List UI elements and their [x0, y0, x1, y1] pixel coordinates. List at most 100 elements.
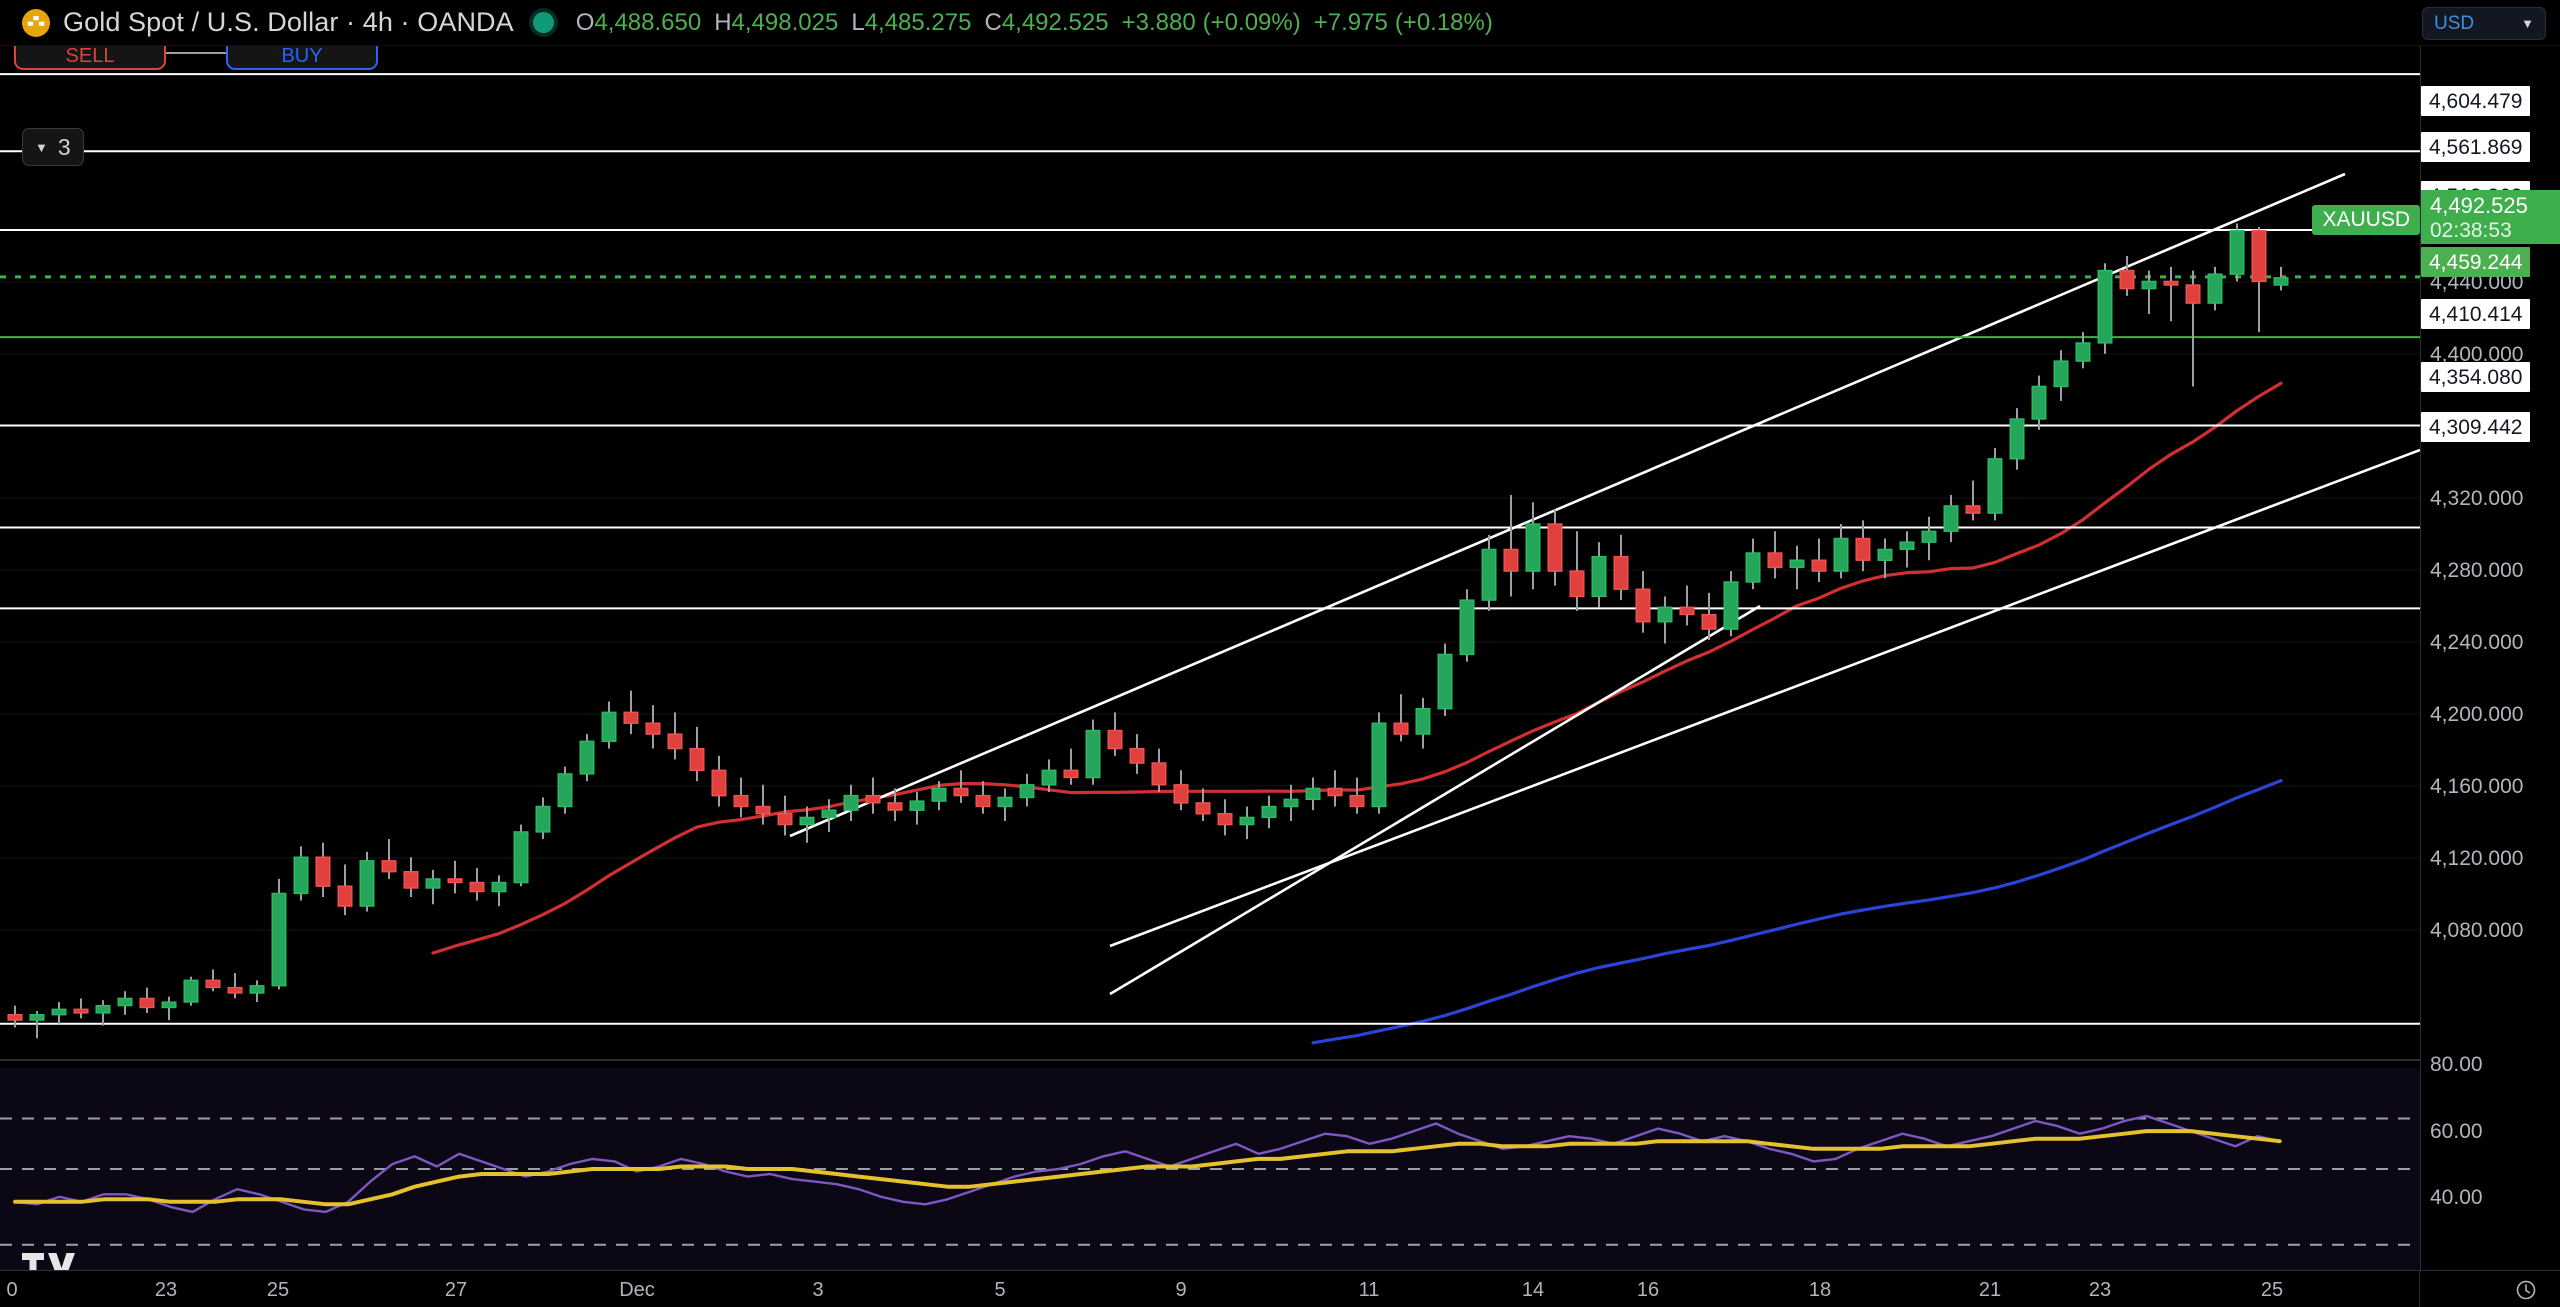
last-price-value: 4,492.525	[2430, 193, 2528, 219]
candle-body	[799, 816, 815, 826]
candle-body	[1327, 787, 1343, 797]
time-axis-tick: 21	[1978, 1279, 2002, 1301]
ohlc-values: O4,488.650 H4,498.025 L4,485.275 C4,492.525…	[576, 9, 1493, 37]
price-axis[interactable]: 4,440.0004,400.0004,360.0004,320.0004,28…	[2420, 46, 2560, 1270]
candle-body	[997, 796, 1013, 808]
currency-select-label: USD	[2434, 12, 2475, 34]
candle-body	[1107, 729, 1123, 750]
candle-body	[491, 881, 507, 893]
ohlc-change-secondary-percent: (+0.18%)	[1394, 8, 1493, 36]
candle-body	[1591, 555, 1607, 598]
candle-body	[1987, 458, 2003, 514]
time-axis[interactable]: 0 23 25 27 Dec 3 5 9 11 14 16 18 21 23 25	[0, 1270, 2560, 1307]
candle-body	[623, 711, 639, 724]
candle-body	[1525, 523, 1541, 572]
trendline-lower-channel[interactable]	[1109, 448, 2420, 948]
candle-body	[1481, 548, 1497, 601]
rsi-axis-tick: 80.00	[2430, 1053, 2483, 1076]
order-quantity-selector[interactable]: ▼ 3	[22, 128, 84, 166]
candle-body	[469, 881, 485, 893]
candle-body	[2119, 269, 2135, 290]
candle-body	[1239, 816, 1255, 826]
last-price-badge[interactable]: 4,492.525 02:38:53	[2421, 190, 2560, 244]
ohlc-open-value: 4,488.650	[594, 8, 702, 36]
time-axis-tick: 23	[154, 1279, 178, 1301]
candle-body	[2185, 284, 2201, 304]
candle-body	[557, 773, 573, 808]
ohlc-high-value: 4,498.025	[731, 8, 839, 36]
candle-body	[1635, 588, 1651, 623]
symbol-tag-badge[interactable]: XAUUSD	[2312, 205, 2420, 235]
tradingview-logo	[22, 1251, 76, 1270]
candle-body	[2053, 360, 2069, 388]
gold-bars-icon	[22, 8, 50, 37]
price-axis-tick: 4,080.000	[2430, 919, 2524, 942]
ma-fast-line	[431, 381, 2283, 955]
candle-body	[579, 740, 595, 775]
ohlc-change-secondary: +7.975	[1313, 8, 1388, 36]
spread-connector-line	[166, 51, 226, 54]
order-quantity-value: 3	[57, 133, 71, 160]
price-axis-level-pill[interactable]: 4,604.479	[2421, 86, 2531, 116]
candle-body	[1965, 505, 1981, 514]
candle-body	[1943, 505, 1959, 532]
chart-header-toolbar: Gold Spot / U.S. Dollar · 4h · OANDA O4,…	[0, 0, 2560, 46]
candle-body	[601, 711, 617, 742]
currency-select[interactable]: USD ▼	[2422, 7, 2546, 40]
candle-body	[755, 805, 771, 815]
candle-body	[1415, 708, 1431, 735]
candle-body	[1063, 769, 1079, 779]
price-axis-tick: 4,240.000	[2430, 631, 2524, 654]
candle-body	[29, 1014, 45, 1021]
candle-body	[975, 794, 991, 808]
candle-body	[843, 794, 859, 811]
candle-body	[1503, 548, 1519, 572]
candle-body	[1393, 722, 1409, 735]
candle-body	[1613, 555, 1629, 590]
candle-body	[2141, 280, 2157, 290]
bar-countdown: 02:38:53	[2430, 219, 2512, 243]
candle-body	[139, 997, 155, 1009]
candle-body	[1019, 784, 1035, 799]
candle-body	[359, 860, 375, 907]
time-axis-tick: 14	[1521, 1279, 1545, 1301]
trendline-support-ray[interactable]	[1109, 604, 1761, 996]
trendline-upper-channel[interactable]	[789, 172, 2346, 838]
candle-body	[733, 794, 749, 808]
price-axis-level-pill[interactable]: 4,309.442	[2421, 412, 2531, 442]
candle-body	[51, 1008, 67, 1016]
candle-body	[447, 878, 463, 884]
candle-body	[1701, 613, 1717, 630]
candle-body	[7, 1014, 23, 1021]
ohlc-high-key: H	[714, 8, 732, 36]
candle-body	[1283, 798, 1299, 808]
candle-body	[2075, 342, 2091, 362]
time-axis-tick: 25	[2260, 1279, 2284, 1301]
time-axis-tick: 5	[994, 1279, 1006, 1301]
candle-body	[953, 787, 969, 797]
candle-body	[1855, 537, 1871, 561]
price-axis-level-pill[interactable]: 4,561.869	[2421, 132, 2531, 162]
market-open-dot-icon	[532, 12, 554, 33]
candle-body	[73, 1008, 89, 1014]
ohlc-low-value: 4,485.275	[864, 8, 972, 36]
candle-body	[2229, 229, 2245, 275]
rsi-axis-tick: 40.00	[2430, 1186, 2483, 1209]
candle-body	[513, 831, 529, 884]
candle-body	[1833, 537, 1849, 572]
candle-body	[2273, 277, 2289, 286]
sell-label: SELL	[65, 44, 115, 67]
candle-body	[821, 809, 837, 818]
candle-body	[2163, 280, 2179, 286]
price-axis-level-pill[interactable]: 4,459.244	[2421, 247, 2531, 277]
candle-body	[1437, 653, 1453, 710]
timezone-clock-icon[interactable]	[2506, 1275, 2546, 1305]
candle-body	[249, 985, 265, 994]
ohlc-change-percent: (+0.09%)	[1202, 8, 1301, 36]
candle-body	[2009, 418, 2025, 460]
candle-body	[1657, 606, 1673, 623]
chart-canvas-area[interactable]	[0, 46, 2420, 1270]
price-axis-level-pill[interactable]: 4,354.080	[2421, 362, 2531, 392]
symbol-title[interactable]: Gold Spot / U.S. Dollar · 4h · OANDA	[63, 7, 514, 37]
price-axis-level-pill[interactable]: 4,410.414	[2421, 299, 2531, 329]
